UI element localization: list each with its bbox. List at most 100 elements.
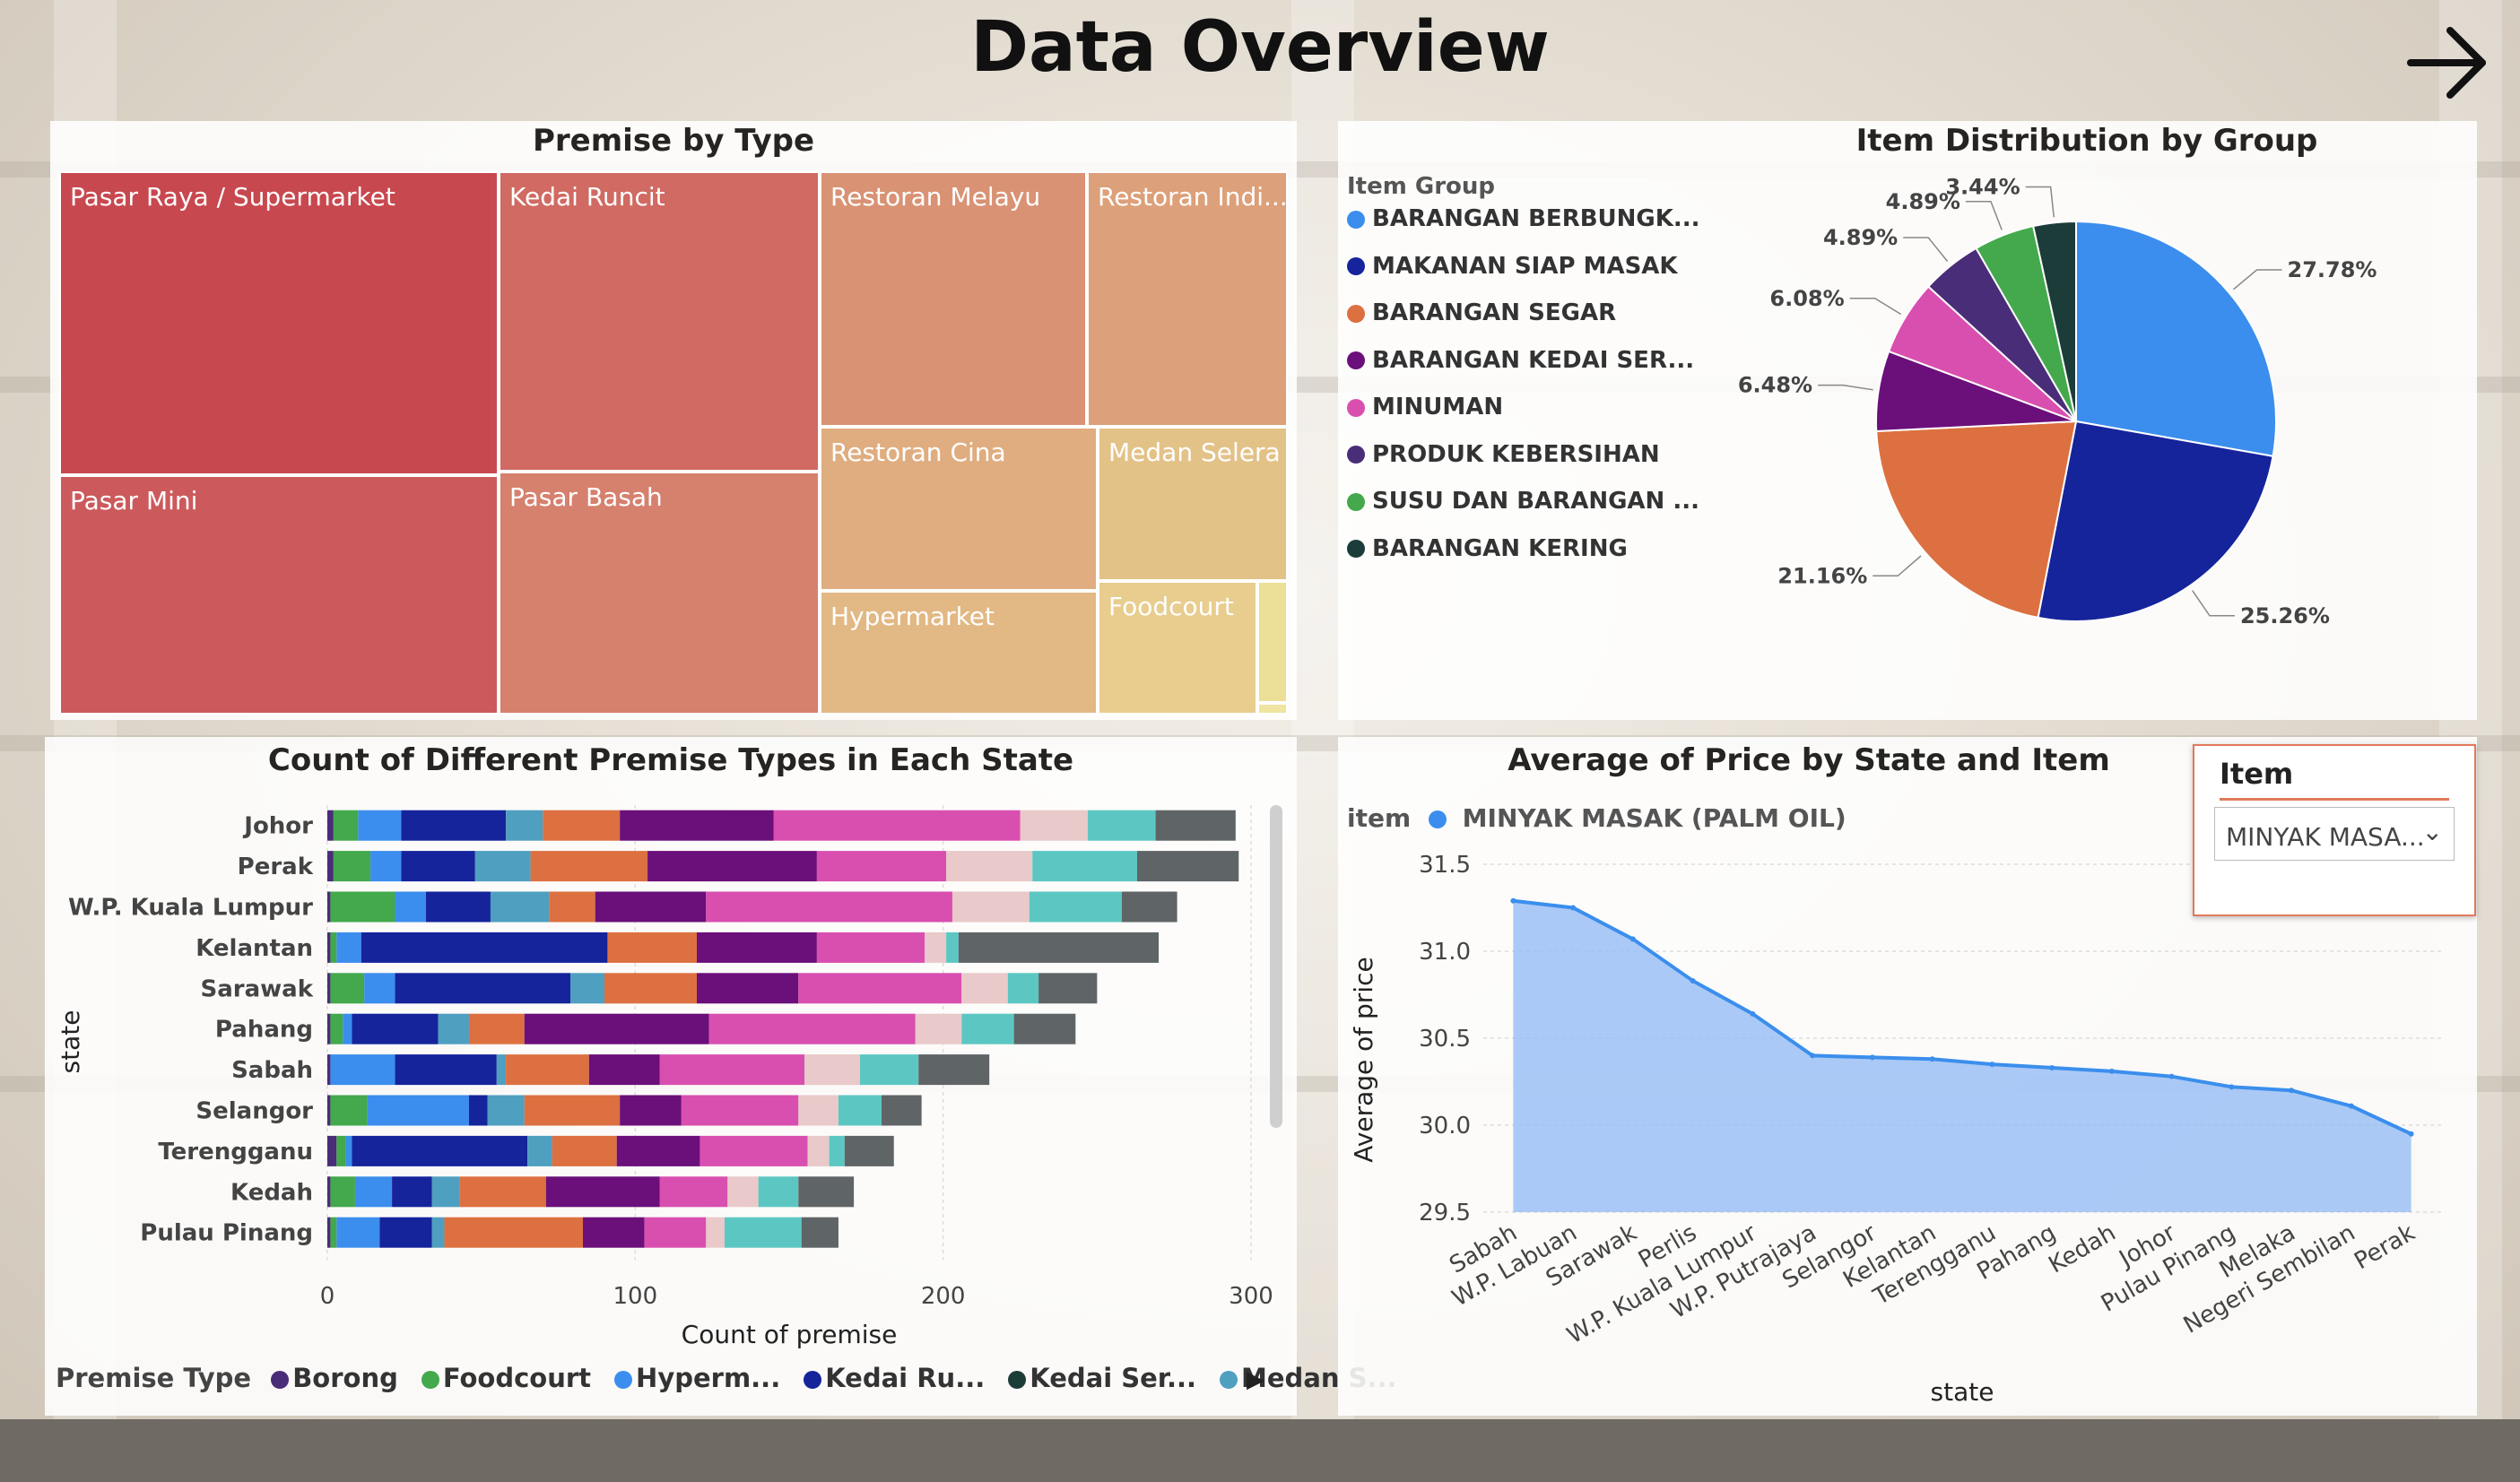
- bar-segment[interactable]: [530, 851, 648, 882]
- bar-segment[interactable]: [358, 810, 402, 841]
- vertical-scrollbar[interactable]: [1270, 805, 1282, 1128]
- bar-segment[interactable]: [552, 1135, 617, 1166]
- bar-segment[interactable]: [588, 1054, 660, 1086]
- bar-segment[interactable]: [336, 1217, 380, 1248]
- bar-segment[interactable]: [327, 810, 334, 841]
- bar-segment[interactable]: [330, 932, 337, 963]
- bar-segment[interactable]: [816, 851, 947, 882]
- bar-segment[interactable]: [1136, 851, 1239, 882]
- bar-segment[interactable]: [425, 891, 491, 923]
- bar-segment[interactable]: [1121, 891, 1177, 923]
- bar-segment[interactable]: [333, 810, 359, 841]
- bar-segment[interactable]: [659, 1054, 805, 1086]
- bar-segment[interactable]: [681, 1095, 799, 1126]
- bar-segment[interactable]: [327, 1176, 331, 1208]
- bar-segment[interactable]: [330, 973, 365, 1004]
- bar-segment[interactable]: [804, 1054, 860, 1086]
- bar-segment[interactable]: [620, 1095, 682, 1126]
- bar-segment[interactable]: [915, 1013, 962, 1044]
- bar-segment[interactable]: [361, 932, 608, 963]
- treemap-cell[interactable]: Restoran Melayu: [820, 171, 1087, 427]
- bar-segment[interactable]: [607, 932, 697, 963]
- bar-segment[interactable]: [327, 973, 331, 1004]
- bar-segment[interactable]: [801, 1217, 839, 1248]
- bar-segment[interactable]: [807, 1135, 830, 1166]
- data-point[interactable]: [1810, 1053, 1816, 1059]
- bar-segment[interactable]: [496, 1054, 507, 1086]
- bar-segment[interactable]: [330, 1176, 355, 1208]
- bar-segment[interactable]: [395, 891, 426, 923]
- bar-segment[interactable]: [958, 932, 1159, 963]
- bar-segment[interactable]: [327, 1013, 331, 1044]
- next-page-arrow-icon[interactable]: [2403, 18, 2493, 108]
- bar-legend-item[interactable]: Kedai Ser...: [997, 1363, 1196, 1393]
- bar-segment[interactable]: [918, 1054, 990, 1086]
- bar-segment[interactable]: [727, 1176, 759, 1208]
- treemap-cell[interactable]: Pasar Mini: [59, 475, 499, 715]
- bar-segment[interactable]: [506, 810, 543, 841]
- bar-segment[interactable]: [697, 973, 799, 1004]
- bar-segment[interactable]: [330, 1013, 343, 1044]
- bar-segment[interactable]: [330, 1217, 337, 1248]
- bar-segment[interactable]: [724, 1217, 802, 1248]
- bar-segment[interactable]: [882, 1095, 922, 1126]
- bar-segment[interactable]: [524, 1013, 709, 1044]
- bar-segment[interactable]: [336, 1135, 346, 1166]
- bar-segment[interactable]: [706, 891, 952, 923]
- bar-segment[interactable]: [431, 1176, 460, 1208]
- treemap-cell[interactable]: Pasar Basah: [499, 472, 820, 715]
- bar-segment[interactable]: [468, 1095, 488, 1126]
- treemap-cell[interactable]: Medan Selera: [1098, 427, 1288, 581]
- pie-legend-item[interactable]: PRODUK KEBERSIHAN: [1347, 441, 1660, 468]
- bar-segment[interactable]: [395, 973, 571, 1004]
- bar-segment[interactable]: [327, 1054, 331, 1086]
- bar-segment[interactable]: [330, 1095, 368, 1126]
- series-line[interactable]: [1513, 898, 2412, 1136]
- bar-segment[interactable]: [859, 1054, 919, 1086]
- bar-segment[interactable]: [582, 1217, 645, 1248]
- bar-segment[interactable]: [459, 1176, 546, 1208]
- data-point[interactable]: [2229, 1084, 2235, 1090]
- data-point[interactable]: [2289, 1088, 2295, 1094]
- bar-segment[interactable]: [468, 1013, 525, 1044]
- bar-segment[interactable]: [773, 810, 1021, 841]
- bar-segment[interactable]: [354, 1176, 393, 1208]
- bar-legend-item[interactable]: Hyperm...: [604, 1363, 780, 1393]
- bar-segment[interactable]: [616, 1135, 700, 1166]
- legend-next-arrow-icon[interactable]: ▶: [1247, 1366, 1264, 1393]
- bar-segment[interactable]: [336, 932, 361, 963]
- pie-legend-item[interactable]: MINUMAN: [1347, 394, 1503, 420]
- bar-segment[interactable]: [327, 891, 331, 923]
- bar-segment[interactable]: [798, 973, 962, 1004]
- pie-legend-item[interactable]: BARANGAN KERING: [1347, 535, 1628, 562]
- bar-segment[interactable]: [659, 1176, 728, 1208]
- bar-segment[interactable]: [330, 1054, 395, 1086]
- pie-legend-item[interactable]: BARANGAN KEDAI SER...: [1347, 347, 1694, 374]
- pie-slice[interactable]: [2037, 420, 2274, 622]
- bar-segment[interactable]: [367, 1095, 469, 1126]
- bar-segment[interactable]: [330, 891, 395, 923]
- data-point[interactable]: [1690, 977, 1696, 984]
- bar-segment[interactable]: [644, 1217, 707, 1248]
- bar-segment[interactable]: [506, 1054, 589, 1086]
- bar-segment[interactable]: [370, 851, 402, 882]
- bar-segment[interactable]: [595, 891, 707, 923]
- treemap-cell[interactable]: Hypermarket: [820, 591, 1098, 715]
- bar-segment[interactable]: [545, 1176, 660, 1208]
- pie-legend-item[interactable]: MAKANAN SIAP MASAK: [1347, 253, 1678, 280]
- bar-segment[interactable]: [798, 1176, 855, 1208]
- bar-segment[interactable]: [1032, 851, 1137, 882]
- bar-segment[interactable]: [961, 1013, 1014, 1044]
- bar-segment[interactable]: [838, 1095, 882, 1126]
- bar-segment[interactable]: [925, 932, 947, 963]
- bar-segment[interactable]: [401, 810, 507, 841]
- pie-legend-item[interactable]: BARANGAN SEGAR: [1347, 299, 1616, 326]
- bar-legend-item[interactable]: Foodcourt: [411, 1363, 591, 1393]
- treemap-cell[interactable]: [1257, 703, 1288, 715]
- bar-segment[interactable]: [708, 1013, 916, 1044]
- bar-segment[interactable]: [700, 1135, 808, 1166]
- bar-segment[interactable]: [352, 1135, 528, 1166]
- bar-segment[interactable]: [327, 1095, 331, 1126]
- bar-segment[interactable]: [844, 1135, 894, 1166]
- bar-segment[interactable]: [327, 932, 331, 963]
